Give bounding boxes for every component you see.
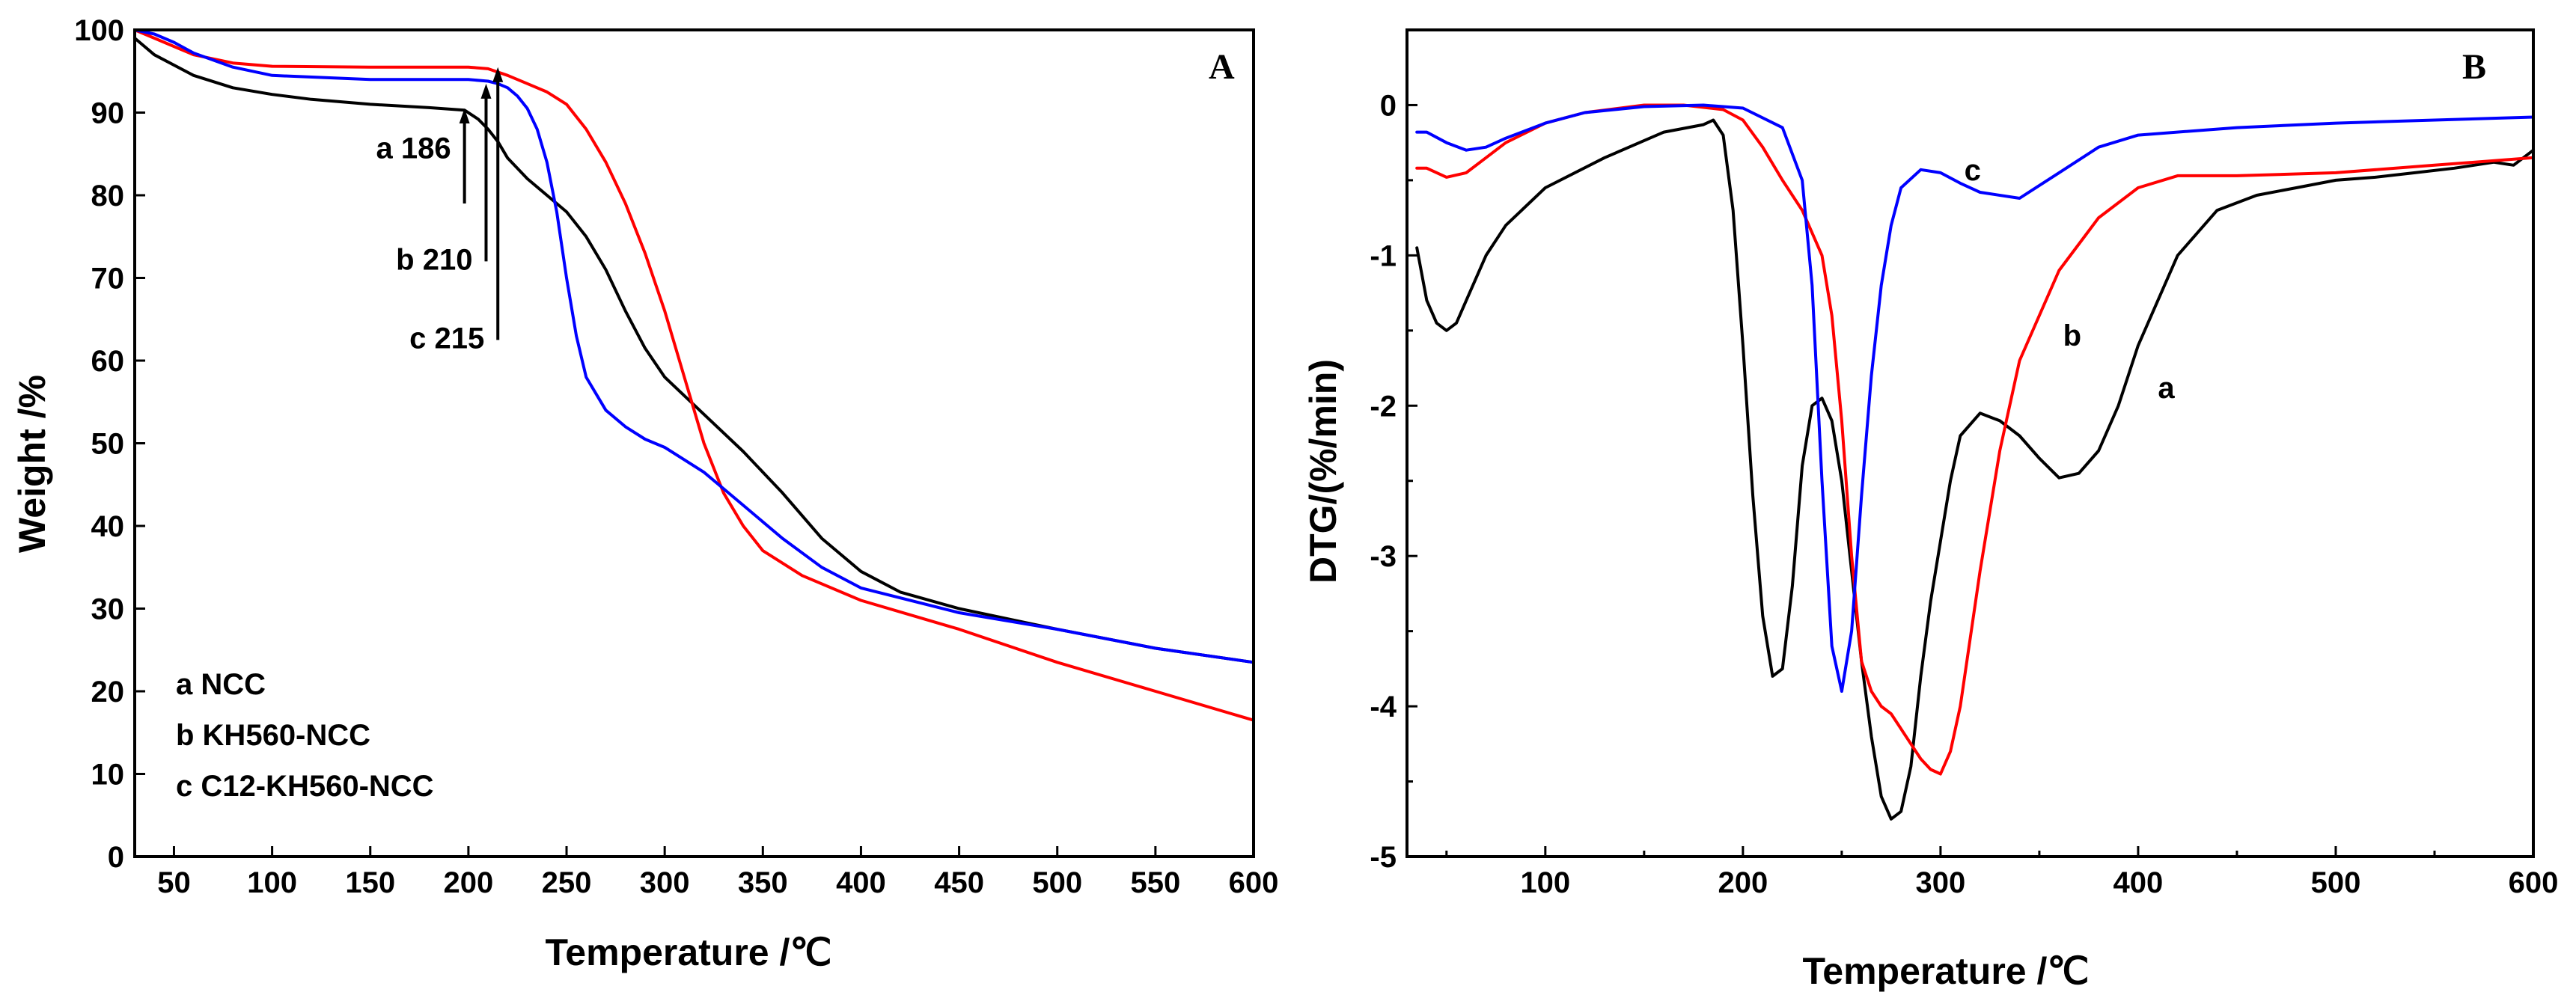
x-tick-label: 300 <box>640 866 690 899</box>
panel-a-chart: 50 100 150 200 250 300 350 400 450 500 550 600 0 10 20… <box>11 14 1278 973</box>
x-tick-label: 150 <box>345 866 395 899</box>
y-tick-label: 10 <box>91 759 125 792</box>
x-tick-label: 50 <box>157 866 191 899</box>
x-tick-label: 600 <box>1229 866 1279 899</box>
panel-b-xlabel: Temperature /℃ <box>1802 950 2089 992</box>
curve-label-a: a <box>2158 372 2175 405</box>
y-tick-label: 20 <box>91 676 125 708</box>
annotation-arrow-head <box>480 83 492 99</box>
y-tick-label: 80 <box>91 180 125 212</box>
annotation-label-a: a 186 <box>376 132 451 165</box>
series-a-line <box>133 37 1255 664</box>
x-tick-label: 100 <box>247 866 297 899</box>
panel-a-ticks: 50 100 150 200 250 300 350 400 450 500 550 600 0 10 20… <box>74 14 1278 899</box>
y-tick-label: -2 <box>1370 390 1397 423</box>
annotation-arrow-head <box>492 67 504 82</box>
x-tick-label: 500 <box>2311 866 2361 899</box>
series-a-line <box>1415 118 2535 821</box>
series-b-line <box>1415 103 2535 776</box>
panel-b-ticks: 100 200 300 400 500 600 0 -1 -2 -3 -4 -5 <box>1370 28 2559 899</box>
panel-a-xlabel: Temperature /℃ <box>545 931 831 973</box>
y-tick-label: 100 <box>74 14 124 47</box>
x-tick-label: 200 <box>1718 866 1768 899</box>
panel-a-legend: a NCC b KH560-NCC c C12-KH560-NCC <box>176 668 434 803</box>
x-tick-label: 500 <box>1032 866 1082 899</box>
y-tick-label: 40 <box>91 510 125 543</box>
x-tick-label: 400 <box>836 866 886 899</box>
y-tick-label: 90 <box>91 97 125 130</box>
curve-label-b: b <box>2063 319 2081 352</box>
panel-b-chart: 100 200 300 400 500 600 0 -1 -2 -3 -4 -5 B Temperat… <box>1302 28 2559 992</box>
y-tick-label: -3 <box>1370 540 1397 573</box>
legend-entry-c: c C12-KH560-NCC <box>176 770 434 803</box>
curve-label-c: c <box>1965 154 1981 187</box>
x-tick-label: 550 <box>1130 866 1180 899</box>
panel-a-annotations: a 186 b 210 c 215 <box>376 67 504 355</box>
x-tick-label: 100 <box>1520 866 1570 899</box>
x-tick-label: 600 <box>2509 866 2559 899</box>
panel-b-frame <box>1405 28 2535 858</box>
x-tick-label: 300 <box>1916 866 1966 899</box>
x-tick-label: 450 <box>934 866 984 899</box>
y-tick-label: -1 <box>1370 239 1397 272</box>
y-tick-label: 60 <box>91 345 125 378</box>
panel-b-curve-labels: a b c <box>1965 154 2176 405</box>
legend-entry-b: b KH560-NCC <box>176 719 370 752</box>
y-tick-label: -5 <box>1370 841 1397 874</box>
x-tick-label: 250 <box>542 866 592 899</box>
panel-b-ylabel: DTG/(%/min) <box>1302 359 1344 584</box>
legend-entry-a: a NCC <box>176 668 266 701</box>
y-tick-label: 0 <box>108 841 124 874</box>
x-tick-label: 400 <box>2113 866 2164 899</box>
y-tick-label: 30 <box>91 593 125 626</box>
x-tick-label: 350 <box>738 866 788 899</box>
annotation-arrow-head <box>459 108 470 123</box>
series-c-line <box>133 28 1255 664</box>
y-tick-label: -4 <box>1370 691 1397 723</box>
annotation-label-b: b 210 <box>396 243 472 276</box>
series-c-line <box>1415 103 2535 693</box>
y-tick-label: 50 <box>91 428 125 461</box>
y-tick-label: 70 <box>91 263 125 296</box>
annotation-label-c: c 215 <box>409 322 484 355</box>
panel-b-letter: B <box>2462 47 2486 87</box>
panel-a-frame <box>133 28 1255 858</box>
series-b-line <box>133 28 1255 722</box>
x-tick-label: 200 <box>444 866 494 899</box>
panel-a-letter: A <box>1209 47 1235 87</box>
panel-b-series <box>1415 103 2535 821</box>
panel-a-ylabel: Weight /% <box>11 375 53 553</box>
y-tick-label: 0 <box>1380 89 1397 122</box>
panel-a-series <box>133 28 1255 722</box>
